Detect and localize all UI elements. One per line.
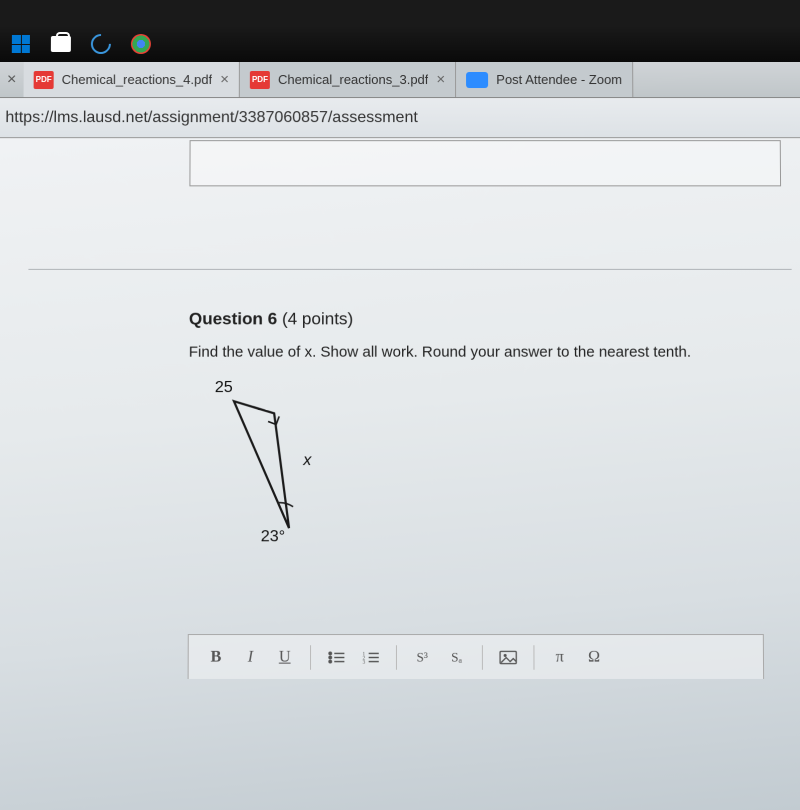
toolbar-separator [482, 645, 483, 670]
screen-capture: × PDF Chemical_reactions_4.pdf × PDF Che… [0, 26, 800, 810]
triangle-figure: 25 x 23° [198, 381, 400, 584]
question-prompt: Find the value of x. Show all work. Roun… [189, 344, 762, 361]
url-text: https://lms.lausd.net/assignment/3387060… [5, 105, 418, 131]
bullet-list-button[interactable] [321, 642, 351, 673]
tab-title: Post Attendee - Zoom [496, 72, 622, 87]
question-block: Question 6 (4 points) Find the value of … [188, 309, 764, 584]
tab-title: Chemical_reactions_3.pdf [278, 72, 428, 87]
subscript-button[interactable]: Sₐ [441, 642, 471, 673]
question-number: Question 6 [189, 309, 277, 328]
label-bottom-angle: 23° [261, 528, 285, 546]
pdf-icon: PDF [250, 71, 270, 89]
page-content: Question 6 (4 points) Find the value of … [0, 138, 800, 810]
toolbar-separator [310, 645, 311, 670]
tab-close-icon[interactable]: × [220, 71, 229, 88]
question-points: (4 points) [282, 309, 353, 328]
triangle-svg [198, 381, 400, 564]
os-taskbar [0, 26, 800, 62]
tab-pdf-1[interactable]: PDF Chemical_reactions_4.pdf × [24, 62, 240, 97]
underline-button[interactable]: U [270, 642, 300, 673]
pdf-icon: PDF [34, 71, 54, 89]
store-icon[interactable] [50, 33, 72, 55]
svg-text:3: 3 [363, 660, 366, 664]
omega-button[interactable]: Ω [579, 642, 609, 673]
tab-close-icon[interactable]: × [436, 71, 445, 88]
question-divider [28, 269, 791, 270]
toolbar-separator [396, 645, 397, 670]
tab-pdf-2[interactable]: PDF Chemical_reactions_3.pdf × [240, 62, 456, 97]
close-icon[interactable]: × [0, 62, 24, 97]
address-bar[interactable]: https://lms.lausd.net/assignment/3387060… [0, 98, 800, 138]
label-right-side: x [303, 452, 311, 470]
rich-text-toolbar: B I U 123 S³ Sₐ π Ω [188, 634, 764, 679]
label-top-side: 25 [215, 379, 233, 397]
tab-zoom[interactable]: Post Attendee - Zoom [456, 62, 633, 97]
superscript-button[interactable]: S³ [407, 642, 437, 673]
pi-button[interactable]: π [545, 642, 575, 673]
toolbar-separator [533, 645, 534, 670]
bold-button[interactable]: B [201, 642, 231, 673]
number-list-button[interactable]: 123 [356, 642, 386, 673]
browser-tab-strip: × PDF Chemical_reactions_4.pdf × PDF Che… [0, 62, 800, 98]
image-button[interactable] [493, 642, 523, 673]
zoom-icon [466, 72, 488, 88]
edge-icon[interactable] [90, 33, 112, 55]
previous-answer-box[interactable] [189, 140, 781, 186]
italic-button[interactable]: I [235, 642, 265, 673]
tab-title: Chemical_reactions_4.pdf [62, 72, 213, 87]
start-icon[interactable] [10, 33, 32, 55]
question-heading: Question 6 (4 points) [189, 309, 762, 329]
browser-icon[interactable] [130, 33, 152, 55]
